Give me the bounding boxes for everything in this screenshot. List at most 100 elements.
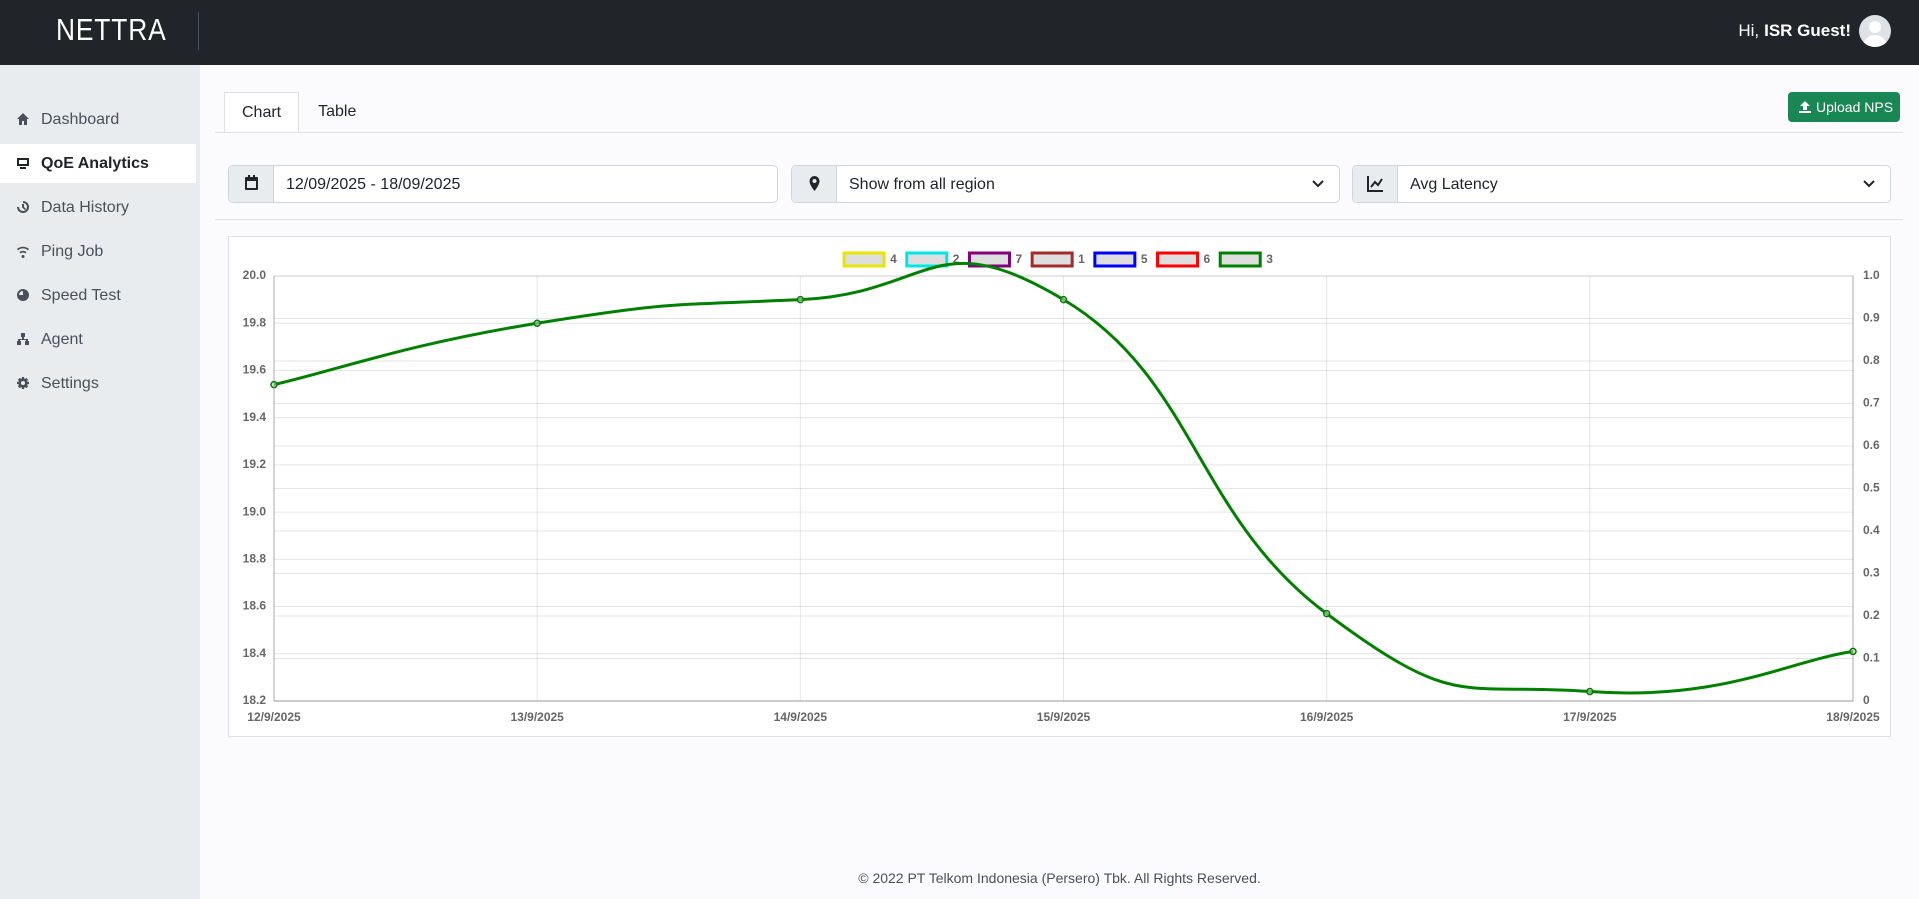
legend-swatch	[1156, 251, 1200, 268]
data-point	[796, 295, 805, 304]
y-tick-label: 18.8	[243, 552, 267, 566]
legend-label: 4	[890, 252, 897, 266]
legend-label: 5	[1141, 252, 1148, 266]
sidebar-icon	[17, 158, 29, 169]
y2-tick-label: 0.2	[1863, 608, 1880, 622]
y2-tick-label: 0.7	[1863, 396, 1880, 410]
separator	[215, 219, 1903, 220]
legend-swatch	[1218, 251, 1262, 268]
y2-tick-label: 1.0	[1863, 268, 1880, 282]
sidebar-label: Agent	[41, 331, 83, 348]
sidebar-item[interactable]: Dashboard	[0, 100, 196, 139]
legend-swatch	[1030, 251, 1074, 268]
sidebar-item[interactable]: Data History	[0, 188, 196, 227]
sidebar-icon	[17, 333, 29, 345]
greeting: Hi,	[1738, 21, 1760, 40]
metric-icon-box	[1353, 166, 1398, 202]
date-filter[interactable]: 12/09/2025 - 18/09/2025	[228, 165, 778, 203]
sidebar-label: Dashboard	[41, 111, 120, 128]
data-point	[533, 319, 541, 327]
y-tick-label: 19.8	[243, 315, 267, 329]
legend-label: 2	[953, 252, 960, 266]
pin-icon	[809, 176, 820, 191]
y2-tick-label: 0.3	[1863, 566, 1880, 580]
legend-label: 6	[1204, 252, 1211, 266]
data-point	[1322, 609, 1331, 618]
y-tick-label: 18.6	[243, 599, 267, 613]
sidebar-label: Speed Test	[41, 287, 121, 304]
sidebar-icon	[17, 377, 29, 389]
y2-tick-label: 0.8	[1863, 353, 1880, 367]
x-tick-label: 15/9/2025	[1037, 710, 1091, 724]
y2-tick-label: 0.5	[1863, 481, 1880, 495]
y-tick-label: 19.2	[243, 457, 267, 471]
y2-tick-label: 0.6	[1863, 438, 1880, 452]
y-tick-label: 18.2	[243, 693, 267, 707]
series-line	[273, 261, 1854, 695]
date-range: 12/09/2025 - 18/09/2025	[286, 176, 461, 193]
region-filter[interactable]: Show from all region	[791, 165, 1340, 203]
sidebar-label: Settings	[41, 375, 99, 392]
sidebar-label: QoE Analytics	[41, 155, 149, 172]
chevron	[1312, 180, 1324, 188]
y-tick-label: 18.4	[243, 646, 267, 660]
metric-filter[interactable]: Avg Latency	[1352, 165, 1891, 203]
x-tick-label: 16/9/2025	[1300, 710, 1354, 724]
chevron	[1863, 180, 1875, 188]
region: Show from all region	[849, 176, 995, 193]
data-point	[1586, 687, 1594, 696]
legend-swatch	[1093, 251, 1137, 268]
sidebar-icon	[17, 246, 29, 258]
top-bar: NETTRA Hi, ISR Guest!	[0, 0, 1919, 65]
y2-tick-label: 0	[1863, 693, 1870, 707]
sidebar: Dashboard QoE Analytics Data History Ping J…	[0, 65, 200, 899]
chart-card: 12/9/2025 13/9/2025 14/9/2025 15/9/2025 16/9…	[228, 236, 1891, 737]
sidebar-item[interactable]: Settings	[0, 364, 196, 403]
sidebar-item[interactable]: Agent	[0, 320, 196, 359]
x-tick-label: 12/9/2025	[247, 710, 301, 724]
date-icon-box	[229, 166, 274, 202]
y-tick-label: 19.6	[243, 363, 267, 377]
x-tick-label: 14/9/2025	[774, 710, 828, 724]
calendar-icon	[245, 175, 258, 190]
sidebar-icon	[17, 201, 29, 213]
upload-icon	[1799, 101, 1811, 113]
tab-line	[215, 132, 1903, 133]
metric: Avg Latency	[1410, 176, 1498, 193]
sidebar-icon	[17, 113, 29, 125]
x-tick-label: 13/9/2025	[510, 710, 564, 724]
footer: © 2022 PT Telkom Indonesia (Persero) Tbk…	[858, 870, 1261, 886]
sidebar-item[interactable]: Ping Job	[0, 232, 196, 271]
x-tick-label: 18/9/2025	[1826, 710, 1880, 724]
legend-swatch	[905, 251, 949, 268]
tab[interactable]: Table	[318, 103, 357, 120]
sidebar-item[interactable]: QoE Analytics	[0, 144, 196, 183]
sidebar-label: Data History	[41, 199, 130, 216]
divider	[198, 12, 199, 50]
sidebar-item[interactable]: Speed Test	[0, 276, 196, 315]
data-point	[1849, 647, 1857, 656]
chart: 12/9/2025 13/9/2025 14/9/2025 15/9/2025 16/9…	[243, 251, 1880, 724]
avatar-icon	[1863, 21, 1887, 47]
y-tick-label: 20.0	[243, 268, 267, 282]
data-point	[270, 380, 278, 389]
y2-tick-label: 0.1	[1863, 651, 1880, 665]
brand[interactable]: NETTRA	[56, 12, 167, 47]
avatar[interactable]	[1859, 15, 1891, 47]
y-tick-label: 19.4	[243, 410, 267, 424]
tab[interactable]: Chart	[224, 92, 300, 133]
user-greeting[interactable]: Hi, ISR Guest!	[1738, 21, 1851, 41]
legend-label: 1	[1078, 252, 1085, 266]
legend-swatch	[842, 251, 886, 268]
sidebar-icon	[17, 289, 29, 301]
legend-label: 7	[1015, 252, 1022, 266]
upload-label: Upload NPS	[1816, 99, 1894, 115]
upload-button[interactable]: Upload NPS	[1788, 92, 1900, 122]
chart-icon	[1367, 176, 1383, 192]
x-tick-label: 17/9/2025	[1563, 710, 1617, 724]
sidebar-label: Ping Job	[41, 243, 104, 260]
legend-label: 3	[1266, 252, 1273, 266]
user-name: ISR Guest!	[1764, 21, 1851, 40]
y2-tick-label: 0.4	[1863, 523, 1880, 537]
